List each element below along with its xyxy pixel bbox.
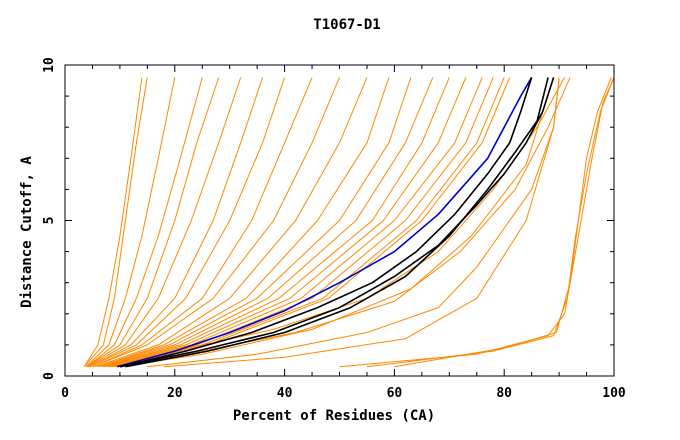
x-tick-label: 80 xyxy=(496,386,512,401)
axis-ticks-group: 0 20 40 60 80 100 0 5 10 xyxy=(42,57,626,401)
series-line-model-23 xyxy=(119,77,555,368)
series-line-model-17 xyxy=(106,77,483,368)
series-line-model-20 xyxy=(111,77,511,368)
series-line-model-7 xyxy=(89,77,264,368)
series-line-model-4 xyxy=(86,77,203,368)
y-tick-label: 10 xyxy=(42,57,57,73)
series-line-model-10 xyxy=(92,77,340,368)
series-line-model-28 xyxy=(394,77,615,368)
series-line-model-25 xyxy=(163,77,560,368)
series-line-model-6 xyxy=(87,77,242,368)
series-line-model-1 xyxy=(83,77,143,367)
series-line-model-22 xyxy=(114,77,571,368)
series-line-model-12 xyxy=(97,77,390,368)
series-line-model-black-1 xyxy=(119,77,533,368)
series-line-model-5 xyxy=(86,77,220,368)
x-tick-label: 20 xyxy=(167,386,183,401)
series-line-model-16 xyxy=(103,77,467,368)
y-axis-label: Distance Cutoff, A xyxy=(19,156,35,308)
series-line-model-24 xyxy=(147,77,560,368)
x-axis-label: Percent of Residues (CA) xyxy=(233,408,435,424)
series-line-model-14 xyxy=(100,77,434,368)
series-line-model-9 xyxy=(92,77,313,368)
y-tick-label: 0 xyxy=(42,372,57,380)
series-line-model-black-2 xyxy=(119,77,555,368)
series-line-model-19 xyxy=(108,77,505,368)
x-tick-label: 100 xyxy=(602,386,626,401)
x-tick-label: 60 xyxy=(387,386,403,401)
series-line-model-8 xyxy=(89,77,286,368)
x-tick-label: 40 xyxy=(277,386,293,401)
series-line-model-3 xyxy=(85,77,176,368)
series-line-model-18 xyxy=(108,77,494,368)
series-line-model-21 xyxy=(114,77,566,368)
series-line-model-13 xyxy=(97,77,412,368)
series-line-model-2 xyxy=(83,77,148,368)
series-line-model-black-3 xyxy=(125,77,549,368)
series-line-model-blue xyxy=(116,76,533,368)
chart-title: T1067-D1 xyxy=(313,17,380,33)
series-line-model-15 xyxy=(103,77,450,368)
series-line-model-11 xyxy=(95,77,368,368)
x-tick-label: 0 xyxy=(61,386,69,401)
y-tick-label: 5 xyxy=(42,217,57,225)
plot-series-group xyxy=(83,76,615,368)
